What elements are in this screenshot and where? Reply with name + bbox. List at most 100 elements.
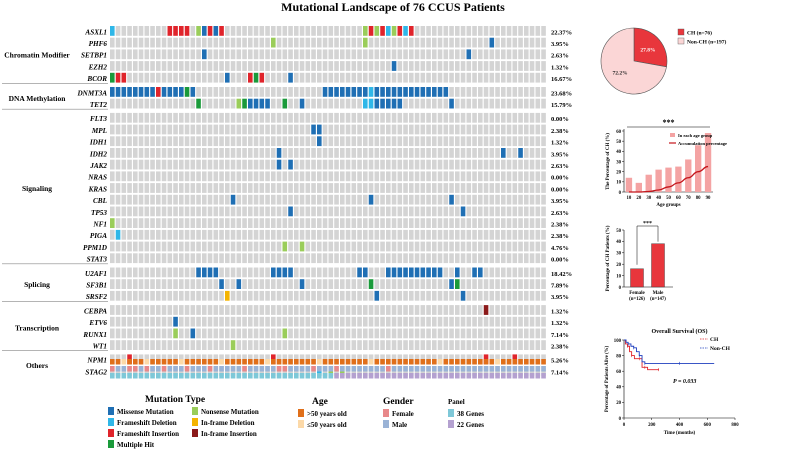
empty-cell: [512, 183, 518, 193]
empty-cell: [541, 340, 546, 350]
empty-cell: [368, 37, 374, 48]
empty-cell: [322, 279, 328, 289]
empty-cell: [518, 253, 523, 264]
empty-cell: [184, 124, 190, 135]
empty-cell: [443, 328, 449, 339]
empty-cell: [248, 194, 253, 205]
empty-cell: [288, 49, 293, 60]
gender-cell: [271, 366, 276, 372]
age-cell: [242, 359, 247, 365]
empty-cell: [167, 37, 173, 48]
empty-cell: [529, 159, 535, 170]
empty-cell: [115, 290, 121, 301]
empty-cell: [334, 112, 339, 123]
age-bar: [695, 145, 702, 192]
empty-cell: [184, 171, 190, 182]
empty-cell: [374, 124, 380, 135]
gender-cell: [397, 366, 403, 372]
empty-cell: [449, 61, 454, 71]
mutation-cell: [478, 267, 483, 278]
empty-cell: [167, 279, 173, 289]
empty-cell: [138, 241, 144, 252]
empty-cell: [420, 49, 426, 60]
empty-cell: [305, 171, 311, 182]
empty-cell: [110, 136, 115, 147]
empty-cell: [524, 316, 529, 327]
gender-cell: [242, 366, 247, 372]
empty-cell: [253, 253, 259, 264]
panel-cell: [403, 373, 408, 379]
age-bar: [625, 177, 633, 192]
empty-cell: [397, 72, 403, 83]
empty-cell: [334, 253, 339, 264]
empty-cell: [127, 229, 132, 240]
empty-cell: [179, 267, 184, 278]
empty-cell: [305, 98, 311, 109]
mutation-cell: [173, 87, 178, 97]
empty-cell: [501, 253, 506, 264]
empty-cell: [259, 194, 265, 205]
gender-cell: [184, 366, 190, 372]
empty-cell: [466, 316, 472, 327]
empty-cell: [248, 136, 253, 147]
empty-cell: [432, 37, 437, 48]
empty-cell: [248, 87, 253, 97]
empty-cell: [167, 316, 173, 327]
empty-cell: [328, 72, 334, 83]
empty-cell: [121, 340, 127, 350]
empty-cell: [207, 183, 213, 193]
empty-cell: [110, 328, 115, 339]
empty-cell: [506, 340, 512, 350]
empty-cell: [299, 124, 305, 135]
empty-cell: [334, 328, 339, 339]
empty-cell: [138, 148, 144, 158]
empty-cell: [403, 290, 408, 301]
empty-cell: [115, 328, 121, 339]
empty-cell: [144, 159, 150, 170]
annotation-tracks: [110, 359, 546, 379]
empty-cell: [288, 241, 293, 252]
empty-cell: [380, 194, 385, 205]
gene-percentage: 18.42%: [551, 271, 572, 278]
empty-cell: [449, 267, 454, 278]
panel-cell: [478, 373, 483, 379]
x-tick-label-n: (n=126): [629, 297, 645, 302]
empty-cell: [351, 49, 357, 60]
empty-cell: [242, 26, 247, 36]
empty-cell: [380, 218, 385, 228]
empty-cell: [472, 37, 477, 48]
empty-cell: [478, 229, 483, 240]
empty-cell: [414, 328, 420, 339]
empty-cell: [449, 148, 454, 158]
empty-cell: [529, 279, 535, 289]
gene-percentage: 2.38%: [551, 233, 569, 240]
mutation-cell: [397, 87, 403, 97]
empty-cell: [133, 290, 138, 301]
empty-cell: [489, 148, 495, 158]
gender-cell: [443, 366, 449, 372]
empty-cell: [328, 171, 334, 182]
empty-cell: [478, 241, 483, 252]
empty-cell: [202, 87, 207, 97]
empty-cell: [161, 37, 167, 48]
empty-cell: [156, 241, 161, 252]
mutation-cell: [443, 87, 449, 97]
empty-cell: [420, 136, 426, 147]
gene-label: WT1: [93, 343, 107, 351]
mutation-cell: [351, 87, 357, 97]
empty-cell: [317, 87, 322, 97]
legend-label: 38 Genes: [457, 410, 484, 418]
empty-cell: [282, 26, 288, 36]
empty-cell: [391, 206, 397, 217]
empty-cell: [196, 136, 201, 147]
empty-cell: [167, 148, 173, 158]
empty-cell: [501, 229, 506, 240]
empty-cell: [282, 72, 288, 83]
mutation-cell: [202, 26, 207, 36]
age-cell: [374, 359, 380, 365]
empty-cell: [483, 148, 489, 158]
legend-label: Missense Mutation: [117, 408, 174, 416]
empty-cell: [207, 328, 213, 339]
empty-cell: [380, 49, 385, 60]
empty-cell: [133, 124, 138, 135]
